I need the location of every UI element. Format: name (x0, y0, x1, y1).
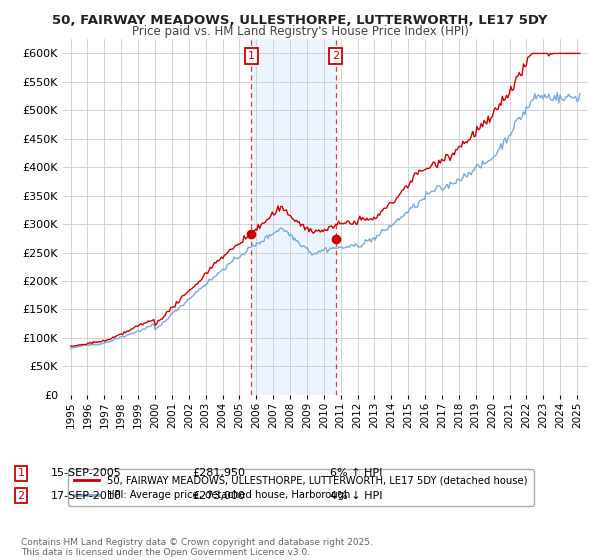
Text: 50, FAIRWAY MEADOWS, ULLESTHORPE, LUTTERWORTH, LE17 5DY: 50, FAIRWAY MEADOWS, ULLESTHORPE, LUTTER… (52, 14, 548, 27)
Bar (251, 39, 336, 395)
Text: 15-SEP-2005: 15-SEP-2005 (51, 468, 122, 478)
Text: Contains HM Land Registry data © Crown copyright and database right 2025.
This d: Contains HM Land Registry data © Crown c… (21, 538, 373, 557)
Text: 1: 1 (17, 468, 25, 478)
Text: 4% ↓ HPI: 4% ↓ HPI (330, 491, 383, 501)
Text: £281,950: £281,950 (192, 468, 245, 478)
Text: £273,000: £273,000 (192, 491, 245, 501)
Text: 2: 2 (332, 52, 340, 61)
Text: 2: 2 (17, 491, 25, 501)
Text: 1: 1 (248, 52, 255, 61)
Text: 6% ↑ HPI: 6% ↑ HPI (330, 468, 382, 478)
Text: Price paid vs. HM Land Registry's House Price Index (HPI): Price paid vs. HM Land Registry's House … (131, 25, 469, 38)
Legend: 50, FAIRWAY MEADOWS, ULLESTHORPE, LUTTERWORTH, LE17 5DY (detached house), HPI: A: 50, FAIRWAY MEADOWS, ULLESTHORPE, LUTTER… (68, 469, 533, 506)
Text: 17-SEP-2010: 17-SEP-2010 (51, 491, 122, 501)
